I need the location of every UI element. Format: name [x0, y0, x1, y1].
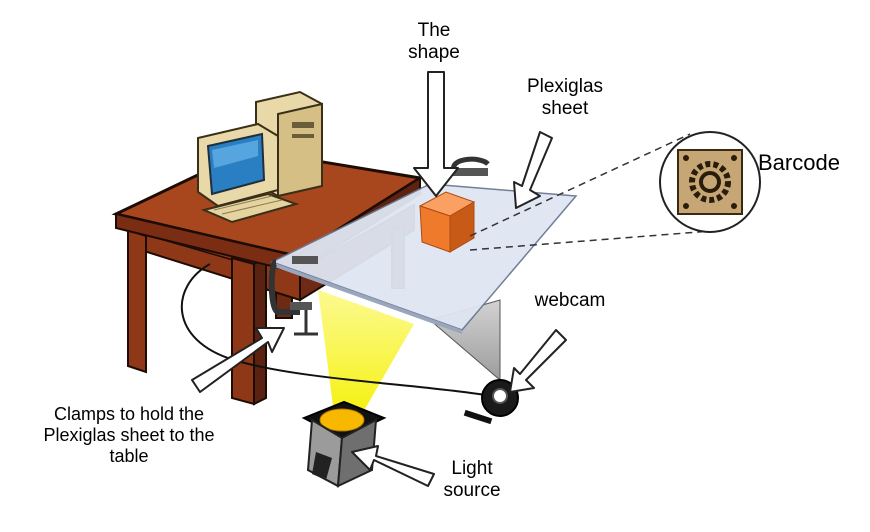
lamp-icon [301, 400, 387, 488]
label-plexiglas-sheet: Plexiglas sheet [526, 76, 604, 120]
callout-arrow-icon [413, 71, 459, 197]
computer-icon [197, 90, 323, 224]
barcode-icon [677, 149, 743, 215]
webcam-cable [180, 263, 493, 397]
callout-arrow-icon [351, 445, 435, 487]
zoom-line-top [469, 133, 691, 237]
label-light-source: Light source [443, 458, 501, 502]
plexiglas-sheet [270, 183, 578, 334]
clamp-icon [268, 156, 490, 336]
callout-arrow-icon [191, 327, 285, 393]
label-barcode: Barcode [758, 150, 840, 175]
shape-cube [418, 191, 476, 253]
label-the-shape: The shape [408, 20, 460, 64]
zoom-line-bottom [469, 229, 725, 251]
light-beam [318, 290, 414, 414]
label-webcam: webcam [534, 290, 606, 311]
webcam-icon [463, 379, 519, 425]
label-clamps: Clamps to hold the Plexiglas sheet to th… [43, 404, 215, 467]
callout-arrow-icon [509, 329, 567, 393]
callout-arrow-icon [513, 131, 553, 209]
barcode-magnifier [659, 131, 761, 233]
